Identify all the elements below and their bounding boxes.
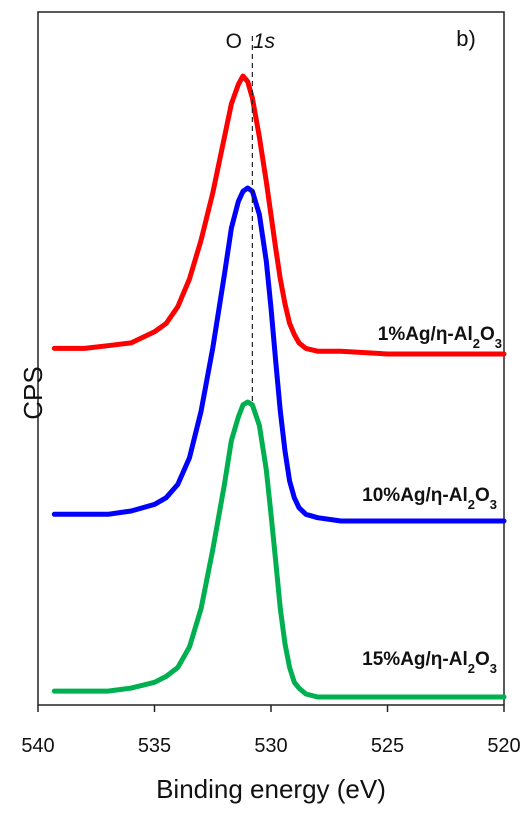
o1s-peak-label: O 1s: [226, 30, 276, 53]
x-tick-label: 530: [254, 735, 287, 757]
panel-label: b): [456, 26, 476, 51]
x-axis-title: Binding energy (eV): [156, 774, 386, 804]
y-axis-title: CPS: [18, 366, 48, 419]
series-group: [51, 73, 507, 700]
label-subscript: 2: [468, 497, 475, 512]
x-tick-label: 520: [487, 735, 520, 757]
label-subscript: 2: [473, 336, 480, 351]
label-text: O: [475, 649, 490, 670]
x-tick-label: 525: [371, 735, 404, 757]
label-subscript: 3: [490, 661, 497, 676]
peak-label-main: O: [226, 30, 242, 53]
peak-label-italic: 1s: [253, 30, 276, 53]
label-text: O: [480, 324, 495, 345]
x-ticks: 540 535 530 525 520: [21, 705, 521, 757]
x-tick-label: 535: [138, 735, 171, 757]
series-label-1: 1%Ag/η-Al2O3: [378, 324, 502, 351]
label-text: 1%Ag/η-Al: [378, 324, 473, 345]
label-text: 10%Ag/η-Al: [362, 485, 468, 506]
label-text: O: [475, 485, 490, 506]
plot-area-frame: [37, 11, 505, 706]
series-label-2: 10%Ag/η-Al2O3: [362, 485, 497, 512]
series-label-3: 15%Ag/η-Al2O3: [362, 649, 497, 676]
label-subscript: 3: [495, 336, 502, 351]
series-line-3: [51, 399, 507, 700]
label-subscript: 2: [468, 661, 475, 676]
label-text: 15%Ag/η-Al: [362, 649, 468, 670]
label-subscript: 3: [490, 497, 497, 512]
series-line-1: [51, 73, 507, 357]
x-tick-label: 540: [21, 735, 54, 757]
